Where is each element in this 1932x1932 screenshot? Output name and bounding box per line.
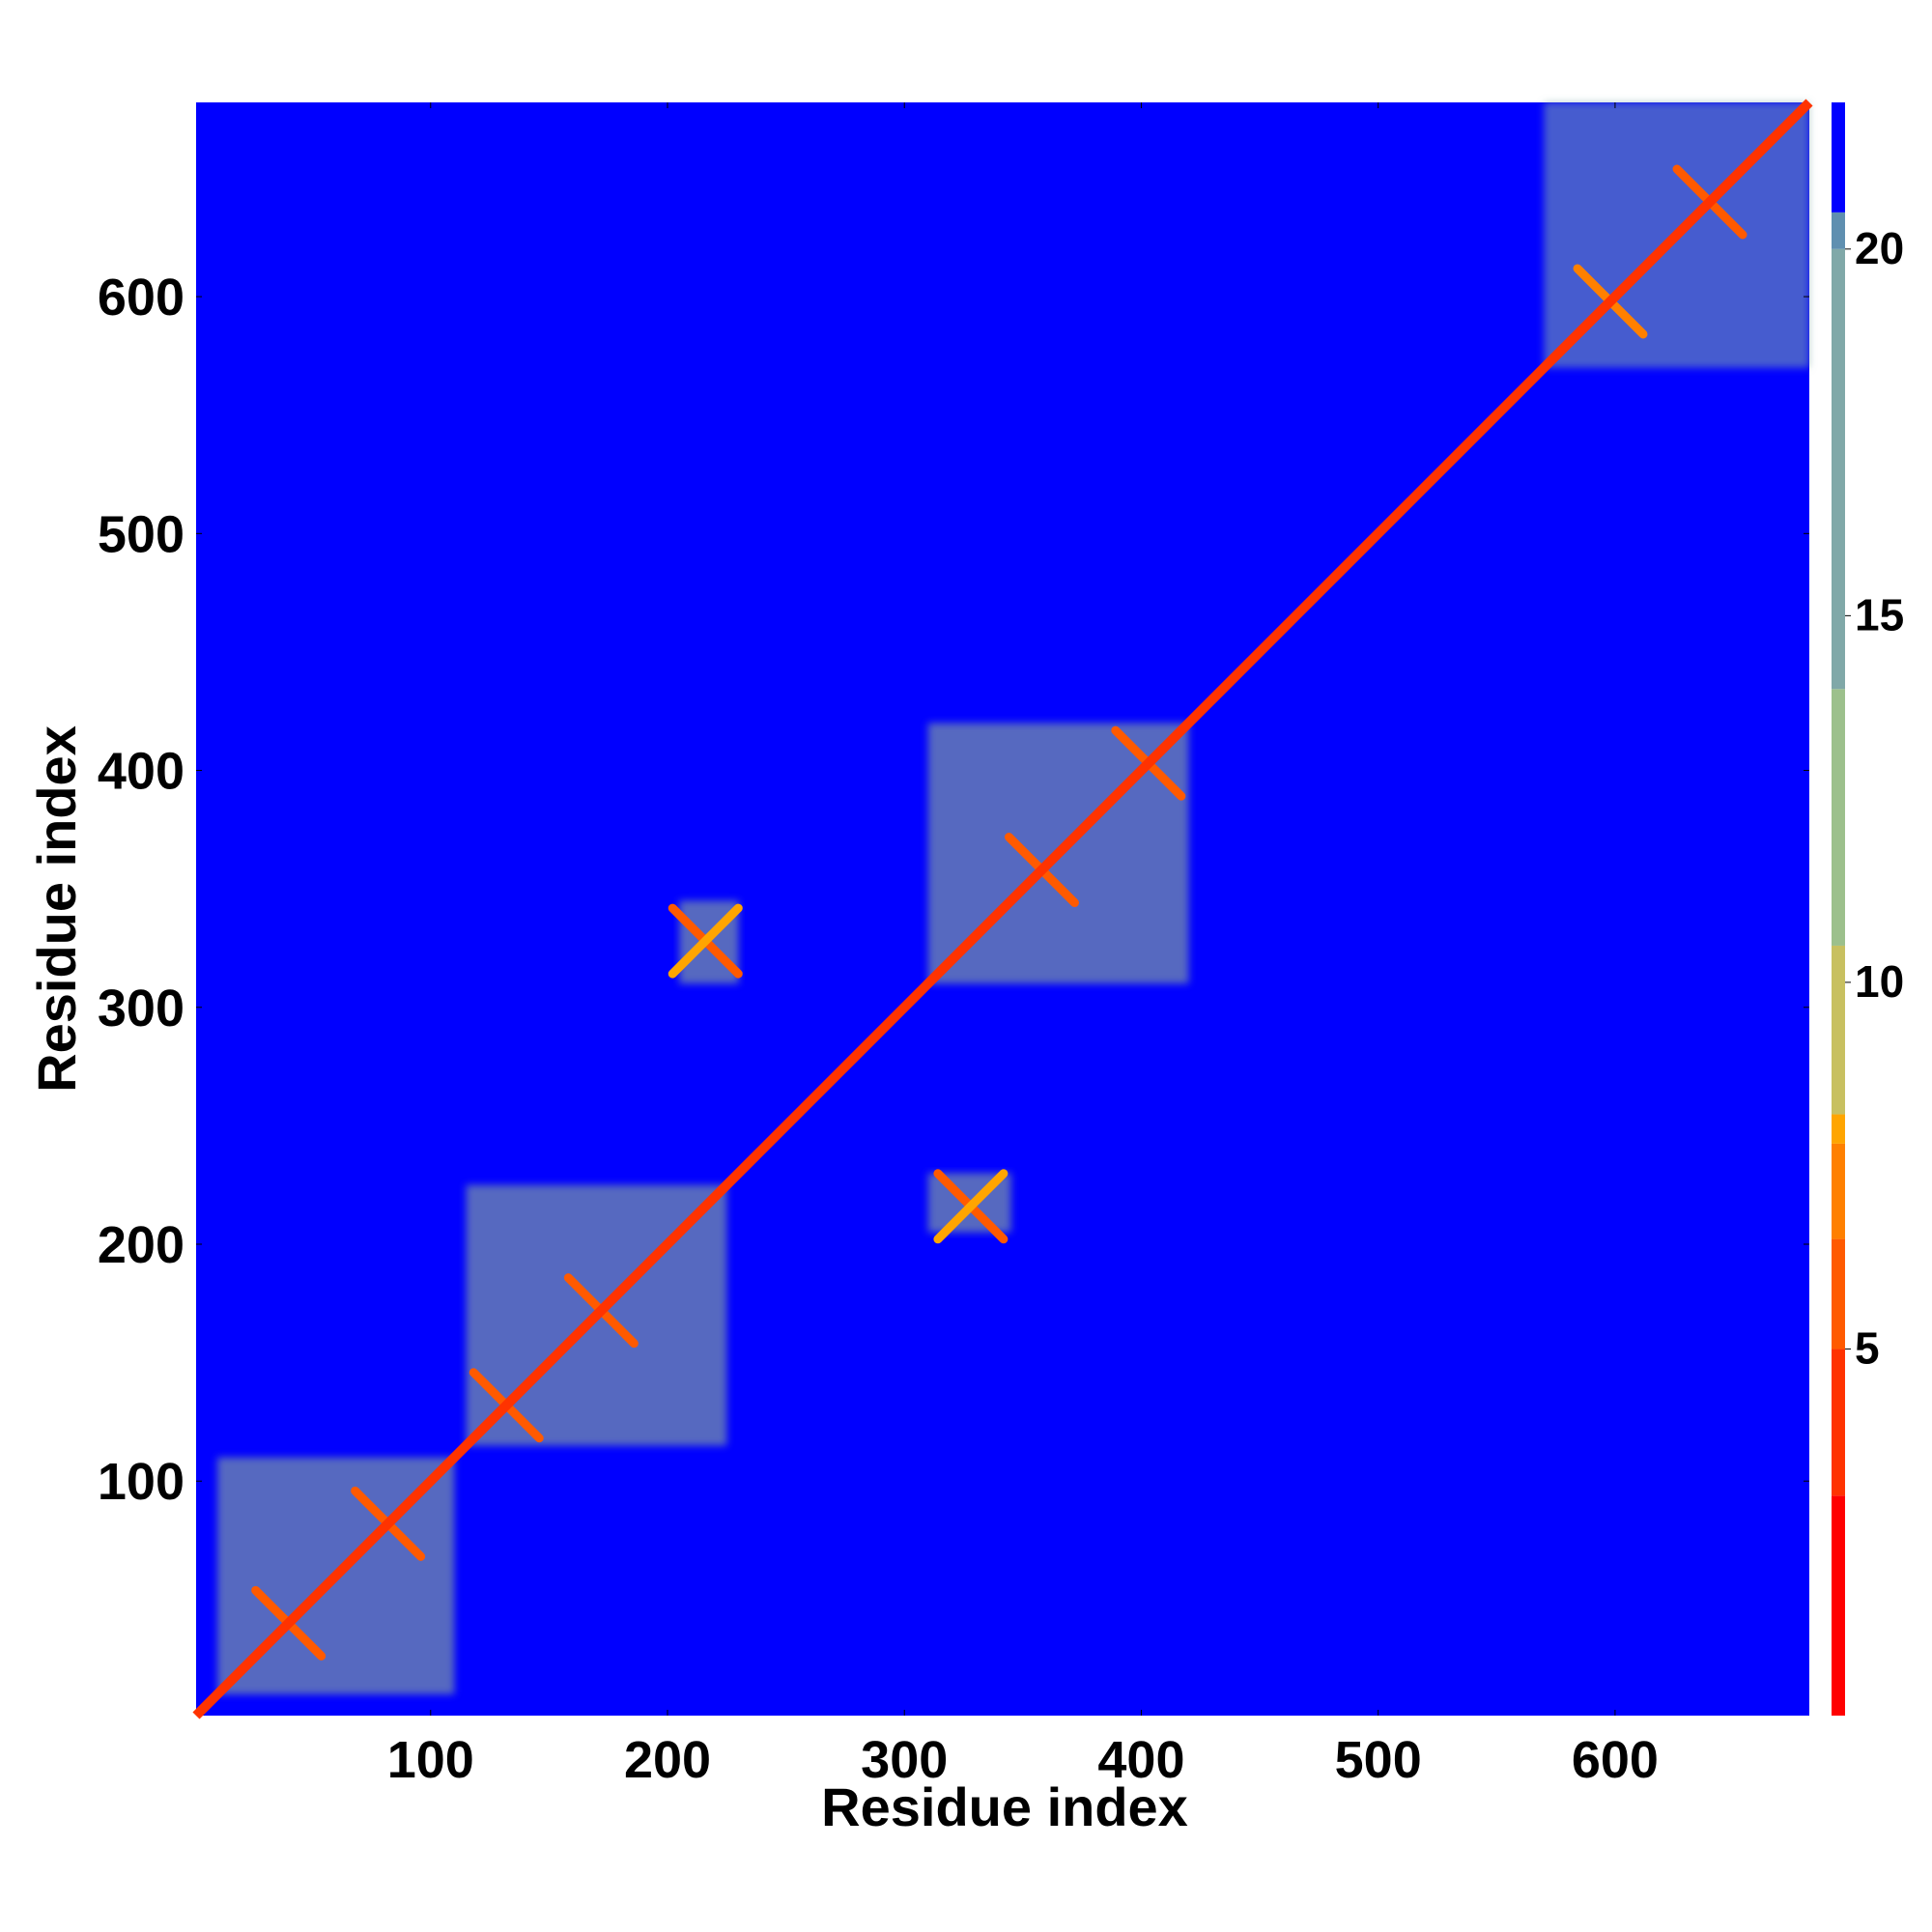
y-tick-label: 300 — [98, 980, 185, 1037]
y-axis-title: Residue index — [26, 725, 87, 1093]
colorbar: 5 10 15 20 — [1832, 102, 1904, 1716]
colorbar-segment — [1832, 1114, 1845, 1144]
colorbar-tick-label: 5 — [1855, 1322, 1880, 1373]
diagonal-contacts — [192, 99, 1813, 1719]
colorbar-tick-label: 20 — [1855, 223, 1904, 273]
colorbar-segment — [1832, 248, 1845, 690]
colorbar-tick-label: 10 — [1855, 956, 1904, 1007]
x-tick-label: 600 — [1572, 1731, 1659, 1789]
colorbar-segment — [1832, 1238, 1845, 1350]
colorbar-tick-label: 15 — [1855, 589, 1904, 639]
colorbar-segment — [1832, 1143, 1845, 1239]
colorbar-segment — [1832, 102, 1845, 213]
y-tick-label: 200 — [98, 1216, 185, 1274]
x-tick-label: 400 — [1097, 1731, 1184, 1789]
x-tick-label: 300 — [861, 1731, 948, 1789]
colorbar-segment — [1832, 689, 1845, 946]
x-axis-title: Residue index — [821, 1776, 1188, 1837]
colorbar-segment — [1832, 945, 1845, 1115]
y-tick-label: 400 — [98, 743, 185, 801]
y-tick-label: 600 — [98, 269, 185, 327]
colorbar-segment — [1832, 1349, 1845, 1496]
axis-ticks: 100 200 300 400 500 600 100 200 300 400 500 600 — [98, 102, 1809, 1789]
colorbar-segment — [1832, 212, 1845, 249]
strong-contact-mark — [668, 903, 743, 979]
colorbar-segment — [1832, 1495, 1845, 1716]
y-tick-label: 500 — [98, 505, 185, 563]
x-tick-label: 200 — [624, 1731, 711, 1789]
x-tick-label: 500 — [1335, 1731, 1422, 1789]
strong-contact-mark — [933, 1169, 1009, 1244]
x-tick-label: 100 — [387, 1731, 474, 1789]
y-tick-label: 100 — [98, 1453, 185, 1511]
